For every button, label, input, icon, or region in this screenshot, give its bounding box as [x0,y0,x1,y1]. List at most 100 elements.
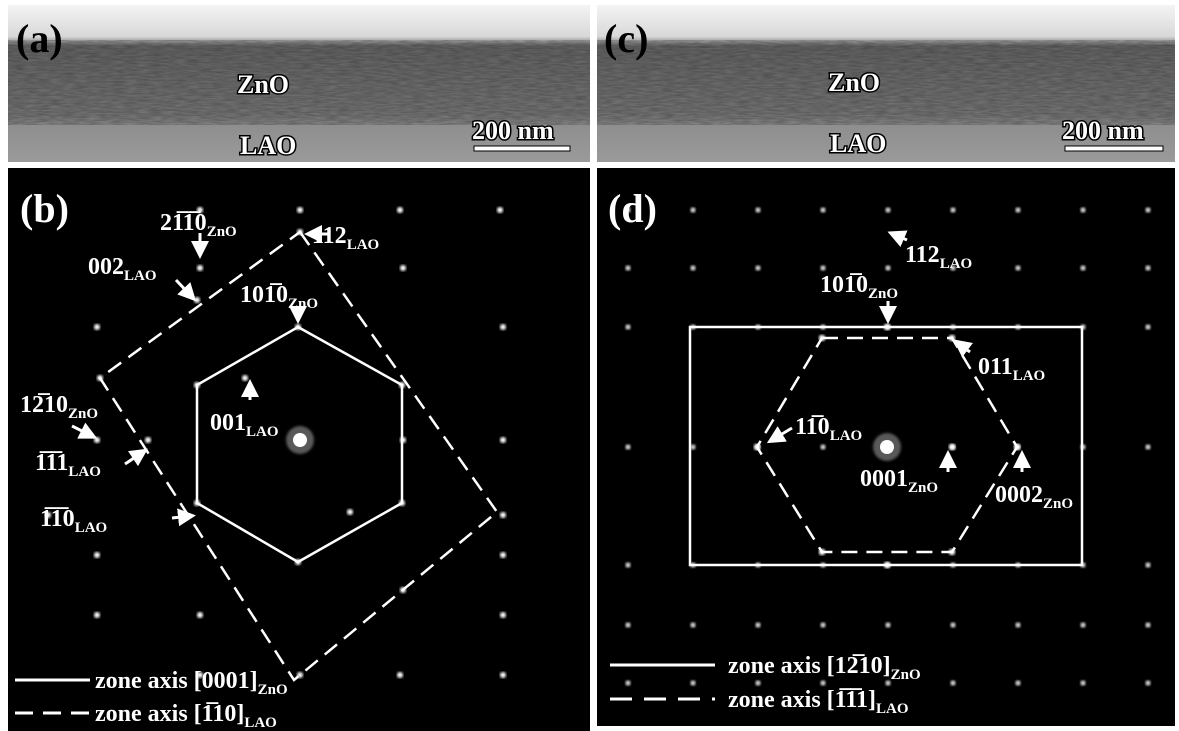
spot-label-sub: ZnO [868,286,898,302]
spot [820,444,825,449]
spot [820,207,825,212]
spot [500,324,506,330]
spot [500,672,506,678]
layer-label: LAO [240,131,296,160]
spot [885,265,890,270]
spot [625,562,630,567]
spot [94,552,100,558]
spot-label-main: 21̅1̅0 [160,210,207,236]
spot [755,680,760,685]
spot-label-main: 11̅0 [795,414,830,440]
scale-bar [474,146,570,151]
spot [820,680,825,685]
spot [820,265,825,270]
spot [94,437,100,443]
spot [1145,622,1150,627]
legend-label-main: zone axis [1̅10] [95,701,244,727]
spot-label-main: 112 [312,223,347,249]
legend-label-sub: LAO [876,701,909,717]
layer-label: ZnO [828,68,880,97]
spot [145,437,151,443]
spot [755,265,760,270]
panel-label: (b) [20,186,69,231]
spot [1145,562,1150,567]
spot [820,622,825,627]
spot [242,375,248,381]
spot [1015,207,1020,212]
spot [950,680,955,685]
layer-label: ZnO [237,70,289,99]
spot-label-sub: LAO [347,237,380,253]
spot [1080,265,1085,270]
spot [1080,207,1085,212]
scale-label: 200 nm [1062,116,1144,145]
spot [347,509,353,515]
spot [755,622,760,627]
spot-label-sub: ZnO [1043,496,1073,512]
spot-label-sub: ZnO [908,480,938,496]
central-beam [880,440,894,454]
spot [1015,265,1020,270]
spot [1145,265,1150,270]
spot [194,297,200,303]
spot-label-sub: LAO [1013,368,1046,384]
spot [500,512,506,518]
spot [1145,207,1150,212]
legend-label-sub: ZnO [258,682,288,698]
spot-label-main: 001 [210,410,246,436]
spot [885,622,890,627]
spot [949,444,955,450]
spot [497,207,503,213]
legend-label-main: zone axis [0001] [95,668,258,694]
spot-label-main: 0002 [995,482,1043,508]
scale-label: 200 nm [472,116,554,145]
arrow [172,516,190,518]
central-beam [293,433,307,447]
spot [1015,680,1020,685]
spot [397,672,403,678]
spot [690,207,695,212]
spot-label-sub: LAO [124,268,157,284]
spot-label-main: 101̅0 [240,282,288,308]
spot [1145,324,1150,329]
panel-label: (c) [604,16,648,61]
spot-label-main: 0001 [860,466,908,492]
spot [94,612,100,618]
panel-label: (d) [608,186,657,231]
spot [950,207,955,212]
legend-label-sub: LAO [244,715,277,731]
spot [94,324,100,330]
spot [950,622,955,627]
spot-label-main: 112 [905,242,940,268]
spot [297,207,303,213]
spot-label-main: 011 [978,354,1013,380]
spot [197,612,203,618]
scale-bar [1065,146,1163,151]
spot-label-sub: LAO [940,256,973,272]
spot [625,622,630,627]
spot-label-main: 1̅1̅0 [40,506,75,532]
panel-label: (a) [16,16,63,61]
legend-label-main: zone axis [1̅1̅1] [728,687,876,713]
tem-texture [8,40,590,125]
spot-label-sub: ZnO [68,406,98,422]
spot [885,207,890,212]
spot [197,265,203,271]
spot-label-main: 12̅10 [20,392,68,418]
spot [690,622,695,627]
layer-label: LAO [830,129,886,158]
spot-label-sub: ZnO [288,296,318,312]
spot [690,265,695,270]
spot-label-main: 1̅1̅1 [35,450,68,476]
tem-texture [597,40,1175,125]
spot-label-sub: LAO [830,428,863,444]
spot [1080,622,1085,627]
spot [625,324,630,329]
spot [500,612,506,618]
spot [500,552,506,558]
spot-label-sub: LAO [68,464,101,480]
spot [500,437,506,443]
spot [625,680,630,685]
spot [625,265,630,270]
legend-label-sub: ZnO [891,667,921,683]
